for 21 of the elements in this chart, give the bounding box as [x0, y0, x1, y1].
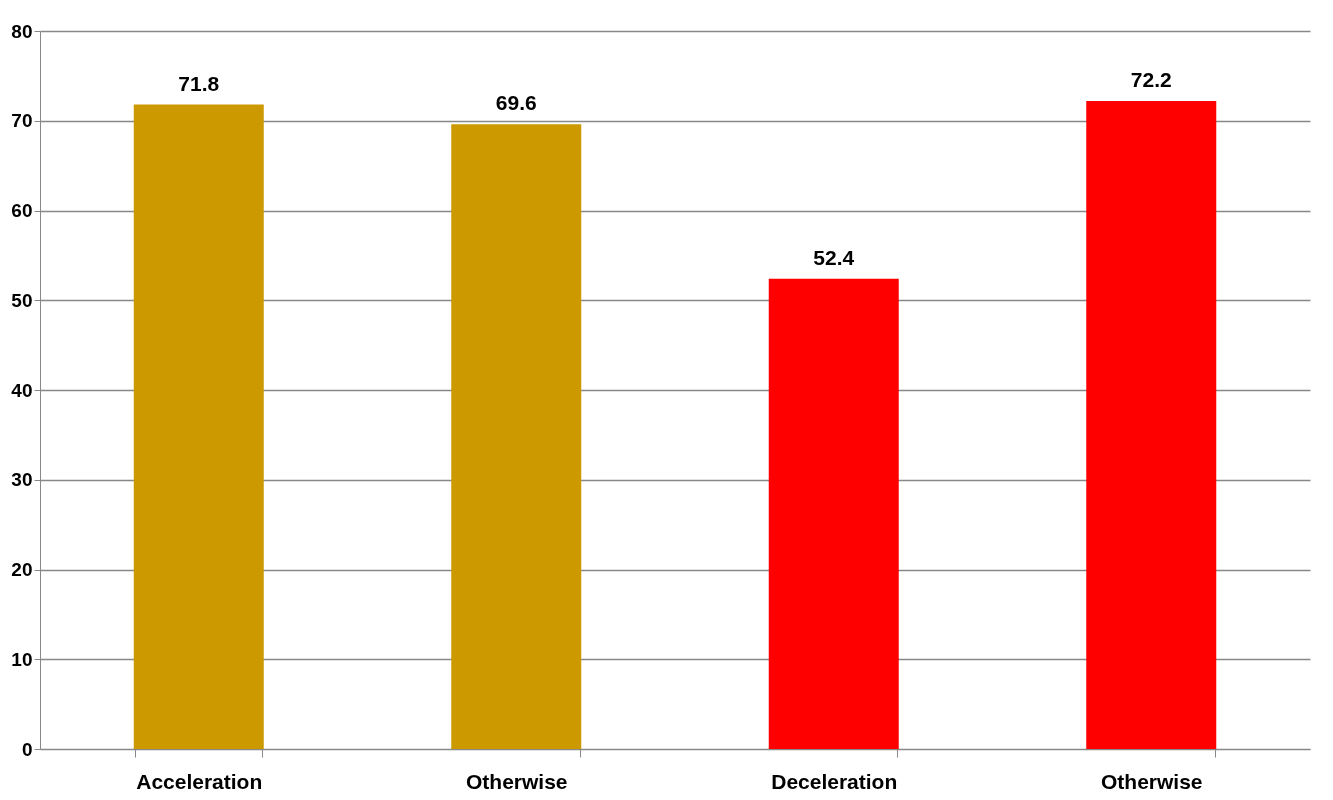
- data-label: 69.6: [495, 91, 537, 115]
- y-tick-label: 20: [11, 559, 33, 580]
- y-tick-label: 30: [11, 469, 33, 491]
- y-tick-label: 0: [21, 738, 33, 760]
- y-tick-label: 60: [11, 200, 33, 221]
- y-tick-label: 10: [11, 648, 33, 670]
- bar: [133, 104, 264, 749]
- data-label: 72.2: [1130, 68, 1172, 92]
- y-tick-label: 80: [11, 20, 33, 42]
- bar: [451, 124, 582, 749]
- data-label: 52.4: [813, 245, 855, 269]
- x-tick-label: Acceleration: [136, 769, 263, 793]
- x-tick-label: Deceleration: [771, 769, 898, 793]
- x-tick-label: Otherwise: [1100, 769, 1203, 793]
- y-tick-label: 50: [11, 289, 33, 311]
- bar: [768, 278, 899, 749]
- y-tick-label: 40: [11, 379, 33, 401]
- x-tick-label: Otherwise: [465, 769, 568, 793]
- data-label: 71.8: [178, 71, 220, 95]
- bar: [1086, 101, 1217, 749]
- y-tick-label: 70: [11, 110, 33, 132]
